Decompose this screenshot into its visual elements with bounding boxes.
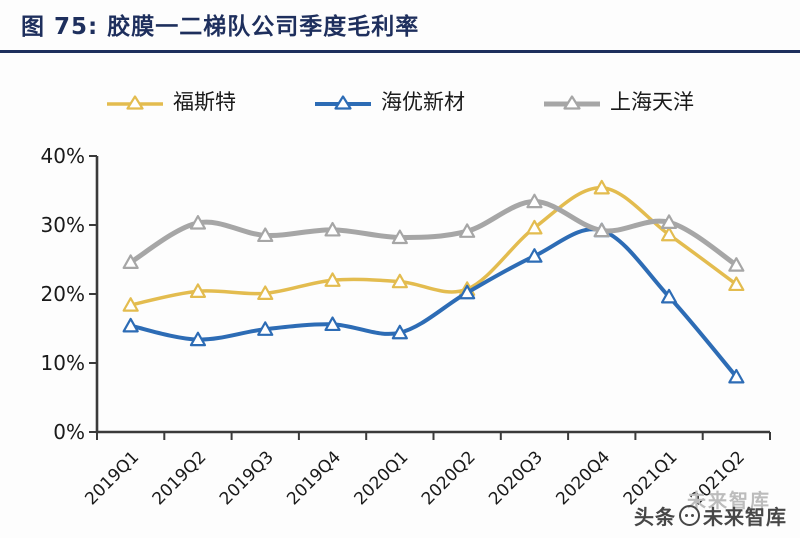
series-marker-1 (660, 288, 678, 304)
x-axis-label: 2020Q3 (485, 447, 547, 509)
watermark-ghost-text: 未来智库 (687, 490, 772, 512)
y-axis-label: 30% (41, 213, 85, 237)
y-axis-label: 10% (41, 351, 85, 375)
series-marker-1 (324, 316, 341, 332)
circle-face-logo-icon (679, 505, 700, 526)
x-axis-label: 2021Q1 (620, 447, 682, 509)
series-marker-1 (257, 321, 274, 336)
line-triangle-marker-icon (107, 94, 163, 110)
series-line-2 (128, 199, 739, 268)
series-marker-2 (526, 193, 543, 209)
legend-item-haiyou: 海优新材 (314, 92, 465, 113)
series-marker-2 (324, 221, 341, 237)
line-triangle-marker-icon (544, 94, 600, 110)
series-marker-1 (728, 368, 745, 384)
x-axis-label: 2020Q1 (351, 447, 413, 509)
series-marker-2 (459, 223, 476, 238)
series-marker-1 (459, 284, 476, 300)
title-underline (0, 50, 800, 53)
series-line-1 (128, 227, 739, 379)
watermark-prefix: 头条 (634, 505, 676, 529)
series-marker-0 (593, 179, 610, 195)
watermark: 头条 未来智库 (634, 501, 787, 530)
series-marker-1 (526, 248, 543, 263)
series-marker-0 (257, 285, 274, 301)
series-marker-0 (526, 219, 543, 235)
x-axis-label: 2019Q4 (283, 447, 345, 509)
y-axis-label: 20% (41, 282, 85, 306)
legend-label: 海优新材 (381, 90, 465, 114)
series-marker-0 (391, 273, 408, 289)
chart-legend: 福斯特 海优新材 上海天洋 (0, 92, 800, 113)
x-axis-label: 2020Q4 (552, 447, 614, 509)
series-marker-2 (189, 215, 207, 230)
figure-title: 图 75: 胶膜一二梯队公司季度毛利率 (21, 14, 420, 40)
x-axis-label: 2019Q1 (81, 447, 143, 509)
x-axis-label: 2019Q3 (216, 447, 278, 509)
series-marker-2 (122, 254, 139, 269)
y-axis-label: 0% (53, 420, 85, 444)
watermark-suffix: 未来智库 (703, 505, 787, 529)
series-marker-2 (728, 257, 745, 272)
line-triangle-marker-icon (315, 94, 371, 110)
legend-item-foster: 福斯特 (106, 92, 236, 113)
series-marker-2 (593, 222, 610, 238)
series-marker-1 (391, 324, 408, 340)
legend-label: 上海天洋 (610, 90, 694, 114)
series-marker-2 (660, 214, 678, 229)
series-marker-0 (189, 283, 207, 298)
series-marker-1 (122, 317, 139, 333)
series-line-0 (128, 185, 739, 307)
x-axis-label: 2020Q2 (418, 447, 480, 509)
series-marker-0 (324, 272, 341, 287)
y-axis-label: 40% (41, 144, 85, 168)
series-marker-2 (391, 229, 408, 245)
series-marker-0 (660, 226, 678, 242)
x-axis-label: 2019Q2 (149, 447, 211, 509)
series-marker-0 (122, 297, 139, 312)
legend-label: 福斯特 (173, 90, 236, 114)
series-marker-0 (728, 276, 745, 292)
legend-item-tianyang: 上海天洋 (543, 92, 694, 113)
series-marker-1 (189, 331, 207, 347)
series-marker-2 (257, 227, 274, 243)
